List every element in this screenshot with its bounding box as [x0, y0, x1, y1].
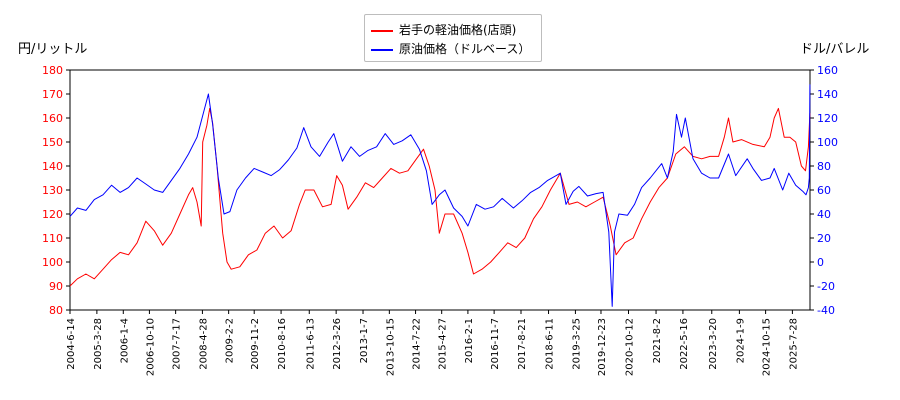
left-tick-label: 80 [49, 304, 63, 317]
x-tick-label: 2012-3-26 [332, 318, 343, 370]
x-tick-label: 2020-10-12 [625, 318, 636, 376]
left-tick-label: 170 [42, 88, 63, 101]
x-tick-label: 2011-6-13 [305, 318, 316, 370]
x-tick-label: 2009-11-2 [250, 318, 261, 370]
x-tick-label: 2018-6-11 [545, 318, 556, 370]
x-tick-label: 2024-1-9 [735, 318, 746, 363]
legend-label-diesel: 岩手の軽油価格(店頭) [399, 23, 517, 37]
left-tick-label: 120 [42, 208, 63, 221]
left-tick-label: 150 [42, 136, 63, 149]
x-tick-label: 2007-7-17 [172, 318, 183, 370]
left-tick-label: 180 [42, 64, 63, 77]
x-tick-label: 2024-10-15 [762, 318, 773, 376]
series-layer [69, 84, 811, 307]
left-axis-label: 円/リットル [18, 42, 88, 57]
x-tick-label: 2013-10-15 [385, 318, 396, 376]
legend-swatch-red [371, 29, 393, 32]
x-tick-label: 2019-12-23 [597, 318, 608, 376]
legend-item-diesel: 岩手の軽油価格(店頭) [371, 21, 516, 38]
x-tick-label: 2008-4-28 [198, 318, 209, 370]
series-line-diesel [69, 107, 811, 287]
left-tick-label: 110 [42, 232, 63, 245]
right-tick-label: 80 [817, 160, 831, 173]
right-tick-label: -40 [817, 304, 835, 317]
right-tick-label: 60 [817, 184, 831, 197]
x-tick-label: 2025-7-28 [788, 318, 799, 370]
left-tick-label: 130 [42, 184, 63, 197]
left-tick-label: 100 [42, 256, 63, 269]
x-axis-ticks: 2004-6-14 2005-3-28 2006-1-4 2006-10-10 2007… [66, 310, 799, 376]
left-tick-label: 160 [42, 112, 63, 125]
right-axis-label: ドル/バレル [800, 42, 870, 57]
x-tick-label: 2006-1-4 [119, 318, 130, 363]
right-tick-label: 40 [817, 208, 831, 221]
left-tick-label: 90 [49, 280, 63, 293]
x-tick-label: 2017-8-21 [517, 318, 528, 370]
right-tick-label: 0 [817, 256, 824, 269]
right-tick-label: 160 [817, 64, 838, 77]
x-tick-label: 2006-10-10 [145, 318, 156, 376]
x-tick-label: 2014-7-22 [412, 318, 423, 370]
x-tick-label: 2004-6-14 [66, 318, 77, 370]
x-tick-label: 2019-3-25 [571, 318, 582, 370]
x-tick-label: 2013-1-7 [359, 318, 370, 363]
right-axis-ticks: -40 -20 0 20 40 60 80 100 120 140 160 [810, 64, 838, 317]
right-tick-label: -20 [817, 280, 835, 293]
x-tick-label: 2015-4-27 [438, 318, 449, 370]
x-tick-label: 2021-8-2 [652, 318, 663, 363]
x-tick-label: 2016-11-7 [490, 318, 501, 370]
right-tick-label: 120 [817, 112, 838, 125]
legend-item-crude: 原油価格（ドルベース） [371, 40, 530, 57]
x-tick-label: 2023-3-20 [708, 318, 719, 370]
legend-swatch-blue [371, 48, 393, 51]
series-line-crude [69, 84, 811, 307]
x-tick-label: 2016-2-1 [464, 318, 475, 363]
legend: 岩手の軽油価格(店頭) 原油価格（ドルベース） [364, 14, 542, 62]
x-tick-label: 2022-5-16 [679, 318, 690, 370]
right-tick-label: 20 [817, 232, 831, 245]
legend-label-crude: 原油価格（ドルベース） [399, 42, 531, 56]
right-tick-label: 140 [817, 88, 838, 101]
x-tick-label: 2010-8-16 [277, 318, 288, 370]
right-tick-label: 100 [817, 136, 838, 149]
plot-area [69, 69, 811, 311]
left-axis-ticks: 80 90 100 110 120 130 140 150 160 170 180 [42, 64, 70, 317]
x-tick-label: 2005-3-28 [93, 318, 104, 370]
x-tick-label: 2009-2-2 [225, 318, 236, 363]
left-tick-label: 140 [42, 160, 63, 173]
